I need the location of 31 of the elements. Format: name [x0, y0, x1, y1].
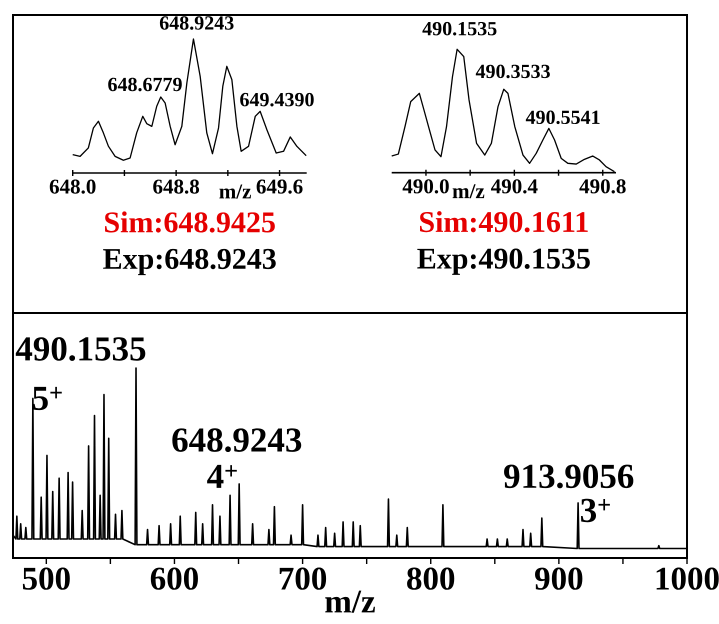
text: 490.1535 — [16, 337, 146, 361]
x-tick-label: 490.8 — [579, 179, 626, 194]
text: Exp:490.1535 — [417, 248, 590, 275]
annotation: 648.6779 — [108, 78, 182, 92]
x-tick-label: 1000 — [656, 568, 719, 590]
annotation: 490.5541 — [526, 110, 600, 124]
x-tick-label: 648.0 — [50, 180, 96, 194]
x-tick-label: 500 — [22, 568, 70, 590]
annotation: 649.4390 — [240, 92, 314, 106]
x-tick-label: 700 — [280, 568, 326, 590]
annotation: 5$^{+}$ — [32, 386, 62, 410]
annotation: 3$^{+}$ — [581, 498, 610, 522]
x-axis-title: m/z — [452, 184, 484, 198]
text: Sim:490.1611 — [420, 211, 588, 232]
x-tick-label: 649.6 — [256, 180, 303, 194]
x-tick-label: 900 — [535, 568, 582, 590]
x-tick-label: 600 — [150, 568, 198, 590]
x-tick-label: 800 — [407, 568, 454, 590]
text: Sim:648.9425 — [105, 211, 275, 233]
annotation: 913.9056 — [504, 464, 634, 488]
annotation: 648.9243 — [172, 428, 302, 452]
x-tick-label: 648.8 — [153, 180, 200, 194]
text: Exp:648.9243 — [103, 248, 276, 276]
text: 490.1535 — [422, 22, 496, 36]
x-axis-title: m/z — [325, 590, 375, 613]
annotation: 490.3533 — [476, 64, 550, 78]
x-tick-label: 490.4 — [491, 179, 538, 194]
x-tick-label: 490.0 — [402, 179, 449, 194]
x-axis-title: m/z — [219, 184, 251, 199]
annotation: 4$^{+}$ — [207, 464, 237, 488]
text: 648.9243 — [160, 16, 234, 30]
